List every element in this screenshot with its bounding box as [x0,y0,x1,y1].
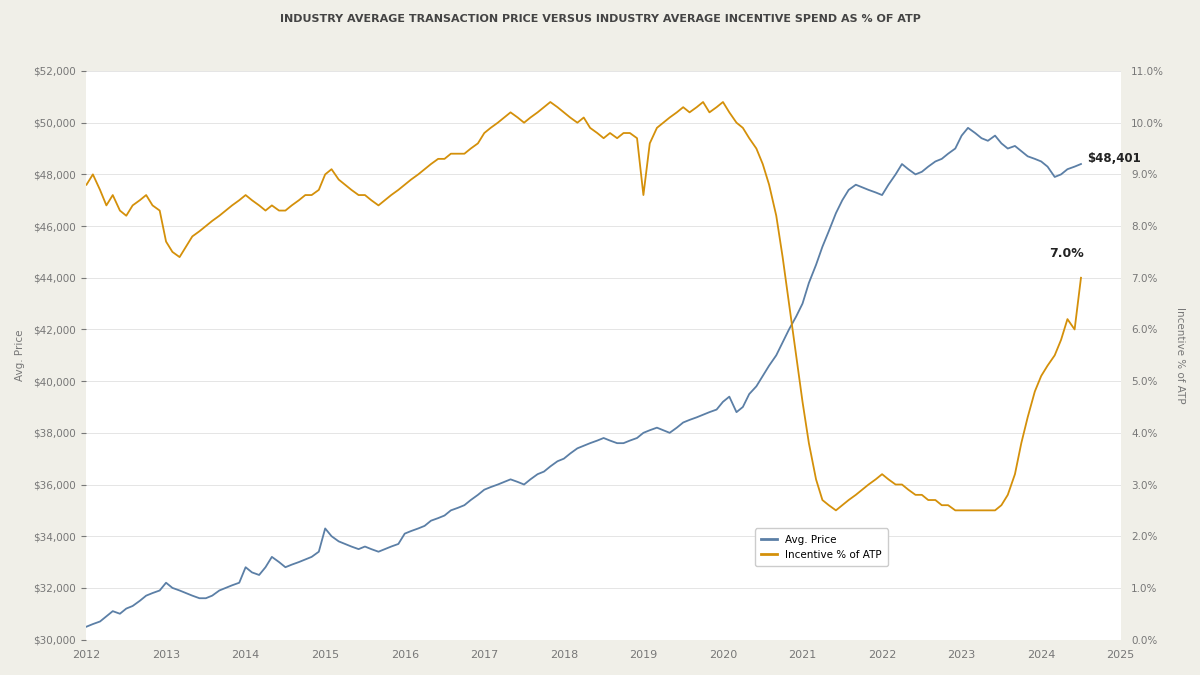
Text: 7.0%: 7.0% [1049,247,1084,260]
Y-axis label: Avg. Price: Avg. Price [14,329,25,381]
Legend: Avg. Price, Incentive % of ATP: Avg. Price, Incentive % of ATP [755,529,888,566]
Y-axis label: Incentive % of ATP: Incentive % of ATP [1175,307,1186,404]
Text: INDUSTRY AVERAGE TRANSACTION PRICE VERSUS INDUSTRY AVERAGE INCENTIVE SPEND AS % : INDUSTRY AVERAGE TRANSACTION PRICE VERSU… [280,14,920,24]
Text: $48,401: $48,401 [1087,153,1141,165]
